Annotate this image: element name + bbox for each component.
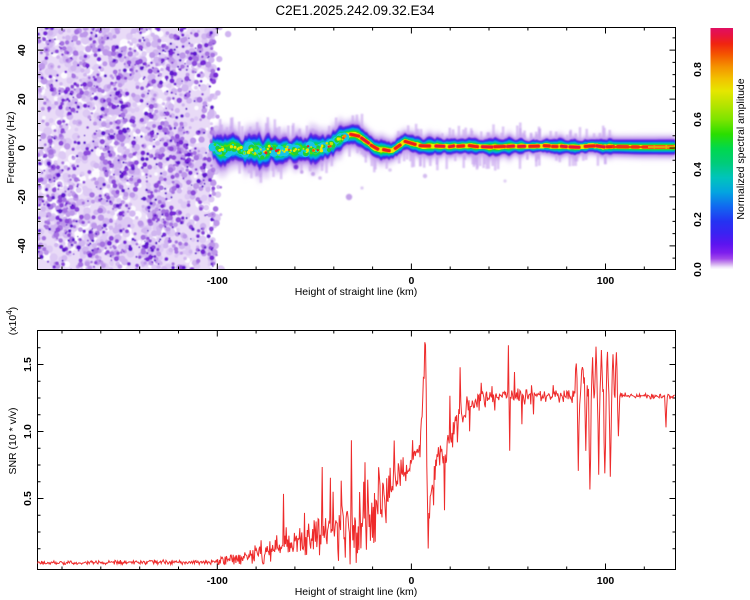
svg-text:-40: -40: [16, 238, 28, 253]
svg-text:Height of straight line (km): Height of straight line (km): [295, 286, 418, 298]
svg-text:100: 100: [597, 275, 615, 287]
svg-text:C2E1.2025.242.09.32.E34: C2E1.2025.242.09.32.E34: [275, 3, 435, 18]
svg-text:0: 0: [16, 145, 28, 151]
svg-text:Height of straight line (km): Height of straight line (km): [295, 586, 418, 598]
svg-text:-100: -100: [207, 575, 228, 587]
svg-text:0.4: 0.4: [692, 162, 704, 177]
svg-text:-20: -20: [16, 189, 28, 204]
svg-text:40: 40: [16, 44, 28, 56]
svg-text:0: 0: [408, 275, 414, 287]
svg-text:0.5: 0.5: [22, 491, 34, 506]
svg-text:100: 100: [597, 575, 615, 587]
svg-text:0: 0: [408, 575, 414, 587]
svg-text:0.2: 0.2: [692, 212, 704, 227]
svg-text:0.8: 0.8: [692, 62, 704, 77]
svg-text:1.5: 1.5: [22, 357, 34, 372]
svg-text:0.0: 0.0: [692, 262, 704, 277]
svg-text:Normalized spectral amplitude: Normalized spectral amplitude: [735, 78, 747, 219]
svg-text:Frequency (Hz): Frequency (Hz): [5, 111, 17, 183]
svg-text:SNR (10 * v/v): SNR (10 * v/v): [7, 407, 19, 474]
svg-text:20: 20: [16, 93, 28, 105]
svg-text:-100: -100: [207, 275, 228, 287]
svg-text:(x104): (x104): [5, 307, 20, 335]
svg-text:1.0: 1.0: [22, 424, 34, 439]
svg-text:0.6: 0.6: [692, 112, 704, 127]
